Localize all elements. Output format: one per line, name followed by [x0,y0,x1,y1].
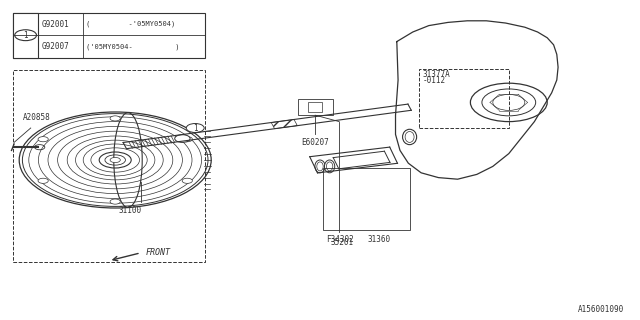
Circle shape [110,199,120,204]
Circle shape [38,178,48,183]
Text: 1: 1 [23,31,28,40]
Text: 35201: 35201 [331,238,354,247]
Bar [13,13,38,58]
Text: A20858: A20858 [22,113,50,122]
Circle shape [186,124,204,132]
Text: G92007: G92007 [42,42,69,51]
Text: 31100: 31100 [118,206,141,215]
Ellipse shape [315,160,325,173]
Text: 1: 1 [193,124,198,132]
Text: (         -'05MY0504): ( -'05MY0504) [86,21,175,27]
Bar [298,99,333,115]
Bar [13,13,205,58]
Circle shape [110,157,120,163]
Bar [308,102,323,112]
Circle shape [182,178,193,183]
Text: E60207: E60207 [301,138,329,147]
Circle shape [175,135,190,142]
Ellipse shape [324,160,335,173]
Circle shape [15,30,36,41]
Circle shape [182,137,193,142]
Text: ('05MY0504-          ): ('05MY0504- ) [86,43,180,50]
Text: G92001: G92001 [42,20,69,28]
Bar [13,70,205,262]
Bar [323,168,410,230]
Circle shape [110,116,120,121]
Text: FRONT: FRONT [146,248,171,257]
Bar [419,69,509,128]
Text: -0112: -0112 [422,76,445,85]
Text: 31377A: 31377A [422,70,450,79]
Ellipse shape [403,129,417,145]
Circle shape [38,137,48,142]
Text: 31360: 31360 [368,235,391,244]
Text: F34302: F34302 [326,235,354,244]
Text: A156001090: A156001090 [578,305,624,314]
